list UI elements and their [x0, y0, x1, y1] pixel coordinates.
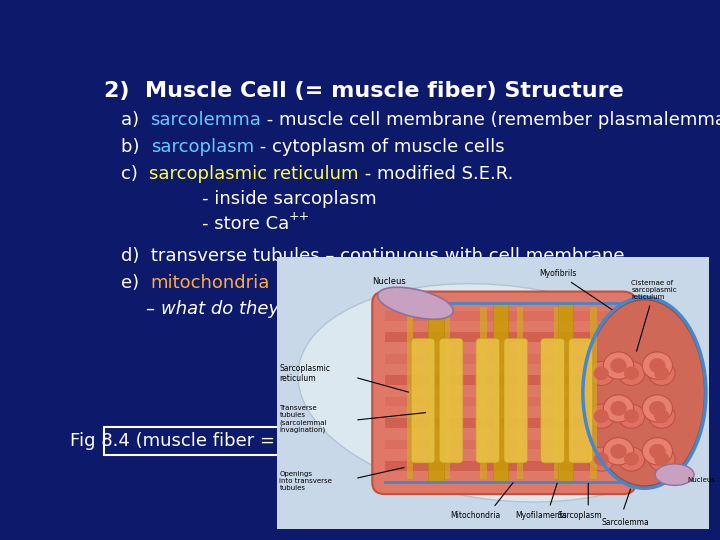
- FancyBboxPatch shape: [277, 256, 709, 529]
- Text: Nucleus: Nucleus: [688, 477, 716, 483]
- Bar: [554, 307, 560, 478]
- Ellipse shape: [588, 404, 615, 428]
- Bar: [385, 418, 623, 428]
- Text: what do they do?: what do they do?: [161, 300, 316, 318]
- Ellipse shape: [611, 444, 626, 458]
- FancyBboxPatch shape: [541, 338, 564, 463]
- Bar: [558, 303, 573, 482]
- Ellipse shape: [649, 444, 665, 458]
- Ellipse shape: [648, 447, 675, 471]
- Ellipse shape: [618, 361, 645, 386]
- Ellipse shape: [648, 404, 675, 428]
- Ellipse shape: [618, 447, 645, 471]
- Ellipse shape: [298, 284, 706, 502]
- Ellipse shape: [624, 367, 639, 380]
- Bar: [385, 354, 623, 363]
- FancyBboxPatch shape: [569, 338, 593, 463]
- FancyBboxPatch shape: [411, 338, 435, 463]
- Ellipse shape: [594, 367, 609, 380]
- Ellipse shape: [642, 437, 672, 465]
- Ellipse shape: [642, 352, 672, 379]
- Ellipse shape: [654, 409, 670, 423]
- Ellipse shape: [611, 401, 626, 416]
- Text: - modified S.E.R.: - modified S.E.R.: [359, 165, 513, 183]
- Text: Transverse
tubules
(sarcolemmal
invagination): Transverse tubules (sarcolemmal invagina…: [279, 406, 327, 433]
- Bar: [493, 303, 508, 482]
- Ellipse shape: [618, 404, 645, 428]
- Text: 2)  Muscle Cell (= muscle fiber) Structure: 2) Muscle Cell (= muscle fiber) Structur…: [104, 82, 624, 102]
- Text: e): e): [121, 274, 150, 292]
- Text: Mitochondria: Mitochondria: [450, 510, 500, 519]
- Text: ++: ++: [289, 210, 310, 223]
- FancyBboxPatch shape: [372, 292, 636, 494]
- Bar: [428, 303, 444, 482]
- Bar: [480, 307, 487, 478]
- Text: mitochondria: mitochondria: [150, 274, 270, 292]
- Text: d)  transverse tubules – continuous with cell membrane: d) transverse tubules – continuous with …: [121, 247, 624, 265]
- Ellipse shape: [642, 395, 672, 422]
- Text: Myofibrils: Myofibrils: [539, 269, 612, 309]
- Ellipse shape: [648, 361, 675, 386]
- Text: sarcoplasmic reticulum: sarcoplasmic reticulum: [149, 165, 359, 183]
- Text: Fig 8.4 (muscle fiber = 1 cell): Fig 8.4 (muscle fiber = 1 cell): [70, 431, 336, 450]
- Text: Nucleus: Nucleus: [372, 277, 406, 286]
- Ellipse shape: [654, 367, 670, 380]
- Ellipse shape: [594, 409, 609, 423]
- Ellipse shape: [603, 395, 634, 422]
- Bar: [385, 397, 623, 407]
- Ellipse shape: [378, 287, 453, 319]
- Ellipse shape: [588, 361, 615, 386]
- Text: Sarcolemma: Sarcolemma: [601, 518, 649, 527]
- Text: Myofilaments: Myofilaments: [515, 510, 567, 519]
- Text: - muscle cell membrane (remember plasmalemma?): - muscle cell membrane (remember plasmal…: [261, 111, 720, 129]
- Text: Sarcoplasm: Sarcoplasm: [558, 510, 603, 519]
- Bar: [385, 375, 623, 385]
- Text: Cisternae of
sarcoplasmic
reticulum: Cisternae of sarcoplasmic reticulum: [631, 280, 677, 351]
- Bar: [385, 333, 623, 342]
- Ellipse shape: [594, 453, 609, 466]
- Text: a): a): [121, 111, 150, 129]
- Bar: [385, 440, 623, 449]
- Bar: [590, 307, 597, 478]
- Bar: [444, 307, 450, 478]
- Text: Sarcoplasmic
reticulum: Sarcoplasmic reticulum: [279, 364, 330, 383]
- Ellipse shape: [588, 447, 615, 471]
- Text: Openings
into transverse
tubules: Openings into transverse tubules: [279, 471, 332, 491]
- Ellipse shape: [611, 358, 626, 373]
- Ellipse shape: [624, 453, 639, 466]
- Ellipse shape: [654, 453, 670, 466]
- Ellipse shape: [649, 358, 665, 373]
- Ellipse shape: [655, 464, 694, 485]
- Ellipse shape: [603, 437, 634, 465]
- FancyBboxPatch shape: [476, 338, 500, 463]
- Bar: [517, 307, 523, 478]
- Bar: [104, 427, 302, 455]
- Ellipse shape: [584, 299, 705, 487]
- Text: - inside sarcoplasm: - inside sarcoplasm: [202, 190, 377, 208]
- Ellipse shape: [603, 352, 634, 379]
- Bar: [407, 307, 413, 478]
- Text: - store Ca: - store Ca: [202, 215, 289, 233]
- Bar: [385, 311, 623, 321]
- Text: sarcoplasm: sarcoplasm: [150, 138, 254, 156]
- Ellipse shape: [649, 401, 665, 416]
- Text: –: –: [145, 300, 161, 318]
- Text: sarcolemma: sarcolemma: [150, 111, 261, 129]
- Text: c): c): [121, 165, 149, 183]
- Text: b): b): [121, 138, 150, 156]
- Ellipse shape: [624, 409, 639, 423]
- Text: - cytoplasm of muscle cells: - cytoplasm of muscle cells: [254, 138, 505, 156]
- Bar: [385, 461, 623, 471]
- FancyBboxPatch shape: [439, 338, 463, 463]
- FancyBboxPatch shape: [504, 338, 528, 463]
